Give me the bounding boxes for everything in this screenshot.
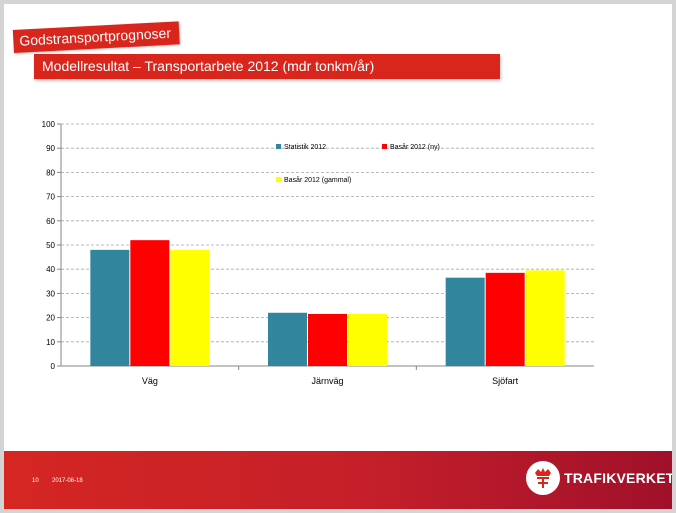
bar-järnväg-series-2 bbox=[348, 313, 387, 366]
trafikverket-logo: TRAFIKVERKET bbox=[526, 461, 672, 495]
footer: 10 2017-08-18 TRAFIKVERKET bbox=[4, 451, 672, 509]
bar-sjöfart-series-0 bbox=[445, 277, 485, 366]
y-tick-label: 30 bbox=[46, 289, 55, 298]
page-number: 10 bbox=[32, 478, 39, 484]
y-tick-label: 0 bbox=[51, 362, 56, 371]
bar-järnväg-series-0 bbox=[268, 312, 307, 366]
y-tick-label: 70 bbox=[46, 193, 55, 202]
bar-väg-series-0 bbox=[90, 249, 130, 366]
legend-label: Statistik 2012 bbox=[284, 144, 326, 151]
x-tick-label: Sjöfart bbox=[492, 376, 519, 386]
legend-swatch bbox=[276, 177, 281, 182]
y-tick-label: 60 bbox=[46, 217, 55, 226]
bar-sjöfart-series-1 bbox=[485, 272, 525, 366]
x-tick-label: Väg bbox=[142, 376, 158, 386]
legend-swatch bbox=[382, 144, 387, 149]
legend-label: Basår 2012 (gammal) bbox=[284, 176, 351, 184]
bar-väg-series-2 bbox=[170, 249, 210, 366]
y-tick-label: 100 bbox=[42, 120, 56, 129]
legend-swatch bbox=[276, 144, 281, 149]
bar-järnväg-series-1 bbox=[308, 313, 347, 366]
slide-title: Modellresultat – Transportarbete 2012 (m… bbox=[34, 54, 500, 79]
crown-icon bbox=[526, 461, 560, 495]
y-tick-label: 10 bbox=[46, 338, 55, 347]
x-tick-label: Järnväg bbox=[311, 376, 343, 386]
bar-chart: 0 10 20 30 40 50 60 70 80 90 100 Väg Järnväg Sjöfart S… bbox=[42, 120, 594, 386]
slide: Modellresultat – Transportarbete 2012 (m… bbox=[4, 4, 672, 509]
logo-text: TRAFIKVERKET bbox=[564, 470, 672, 486]
y-tick-label: 40 bbox=[46, 265, 55, 274]
y-tick-label: 20 bbox=[46, 314, 55, 323]
y-tick-label: 90 bbox=[46, 144, 55, 153]
bar-väg-series-1 bbox=[130, 240, 170, 366]
footer-date: 2017-08-18 bbox=[52, 478, 83, 484]
legend-label: Basår 2012 (ny) bbox=[390, 143, 440, 151]
y-tick-label: 80 bbox=[46, 168, 55, 177]
bar-sjöfart-series-2 bbox=[525, 270, 565, 366]
y-tick-label: 50 bbox=[46, 241, 55, 250]
